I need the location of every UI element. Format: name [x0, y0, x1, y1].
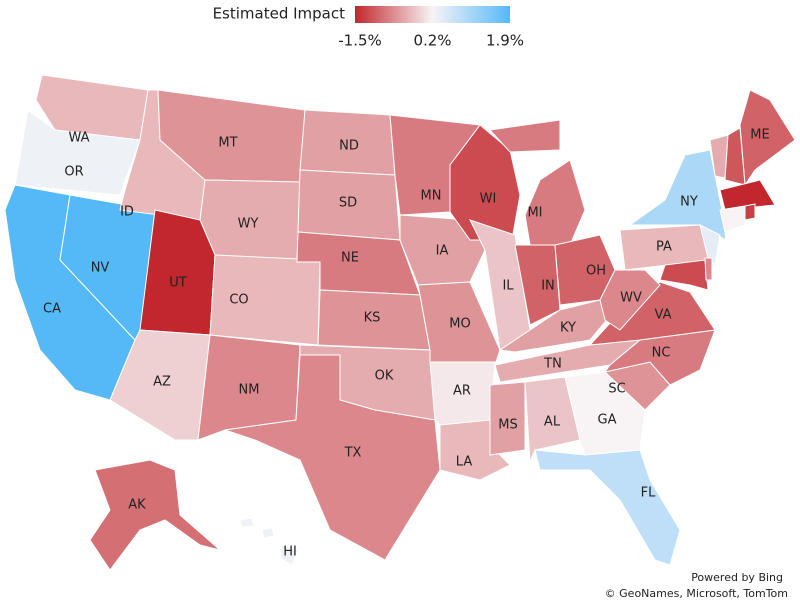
state-label: IN — [541, 279, 555, 294]
state-label: AK — [128, 498, 146, 513]
state-label: TX — [344, 446, 362, 461]
credit: © GeoNames, Microsoft, TomTom — [605, 587, 788, 600]
state-label: VA — [655, 308, 672, 323]
legend-tick-label: -1.5% — [338, 32, 382, 50]
state-label: SC — [608, 382, 625, 397]
state-label: SD — [339, 196, 357, 211]
state-label: AL — [544, 415, 561, 430]
state-shape — [449, 124, 521, 241]
state-shape — [744, 203, 756, 221]
state-shape — [89, 459, 221, 571]
state-shape — [279, 544, 299, 566]
state-label: PA — [656, 240, 672, 255]
credit: Powered by Bing — [691, 571, 783, 584]
legend-gradient — [355, 6, 510, 23]
state-label: FL — [641, 486, 656, 501]
state-shape — [261, 527, 275, 539]
state-label: NC — [652, 346, 671, 361]
state-label: KS — [364, 311, 381, 326]
state-shape — [488, 119, 561, 153]
state-label: IL — [502, 279, 514, 294]
state-label: GA — [598, 413, 617, 428]
state-label: LA — [456, 455, 473, 470]
state-shape — [489, 381, 526, 456]
state-label: IA — [436, 244, 449, 259]
state-shape — [704, 257, 713, 281]
state-label: ND — [339, 139, 359, 154]
state-shape — [719, 205, 746, 233]
legend-tick-label: 1.9% — [486, 32, 524, 50]
state-label: WY — [238, 217, 259, 232]
state-label: KY — [560, 321, 576, 336]
state-label: OR — [64, 165, 83, 180]
state-label: ME — [750, 128, 769, 143]
state-shape — [599, 269, 661, 331]
state-label: WI — [480, 192, 497, 207]
state-label: MO — [449, 317, 470, 332]
state-label: UT — [169, 276, 187, 291]
state-label: HI — [283, 545, 297, 560]
state-shape — [699, 224, 721, 267]
state-label: AR — [453, 384, 471, 399]
state-label: MN — [421, 189, 442, 204]
state-label: NE — [341, 251, 359, 266]
state-label: OH — [586, 264, 606, 279]
state-label: MI — [527, 206, 542, 221]
state-label: NY — [680, 195, 698, 210]
state-shape — [224, 354, 441, 561]
state-label: MS — [498, 418, 517, 433]
state-label: AZ — [153, 375, 171, 390]
state-label: CO — [229, 293, 248, 308]
state-label: NM — [239, 383, 260, 398]
states — [4, 74, 796, 571]
state-shape — [524, 159, 586, 246]
state-label: TN — [543, 357, 562, 372]
state-label: NV — [91, 261, 110, 276]
state-shape — [524, 376, 581, 463]
state-shape — [239, 517, 255, 528]
state-label: CA — [43, 302, 61, 317]
state-label: MT — [218, 136, 237, 151]
state-label: OK — [375, 369, 394, 384]
state-shape — [659, 259, 709, 291]
legend-tick-label: 0.2% — [413, 32, 451, 50]
state-shape — [534, 449, 681, 566]
state-label: WV — [620, 291, 642, 306]
state-shape — [14, 109, 141, 196]
state-label: ID — [120, 205, 134, 220]
state-shape — [209, 254, 321, 346]
state-label: WA — [68, 131, 89, 146]
state-shape — [719, 179, 776, 211]
legend-title: Estimated Impact — [213, 5, 346, 23]
